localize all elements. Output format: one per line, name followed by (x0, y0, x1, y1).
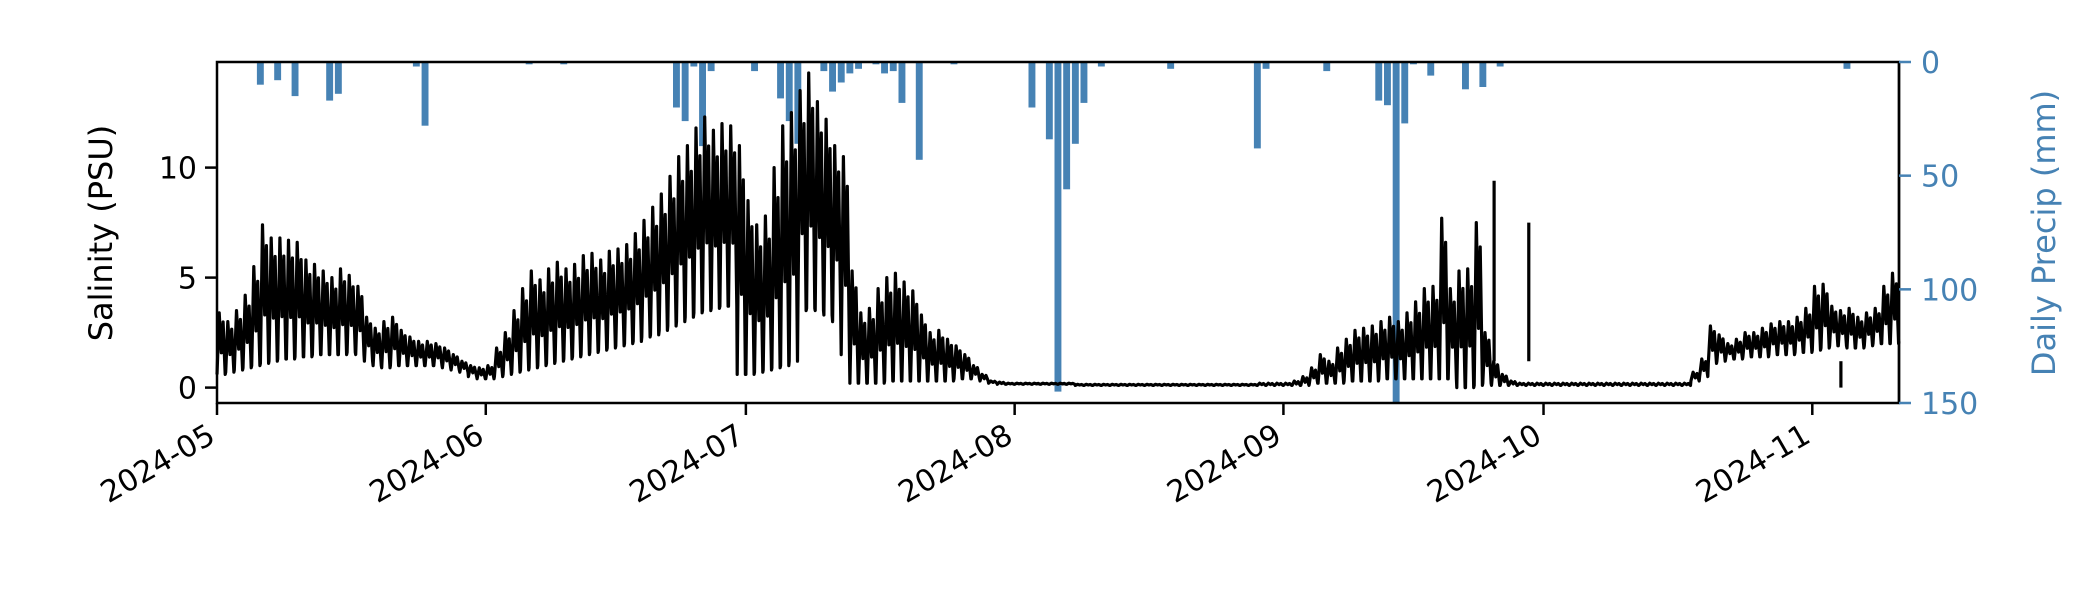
precip-bar (785, 62, 793, 122)
precip-bar (699, 62, 706, 147)
x-tick-label: 2024-05 (95, 418, 221, 511)
precip-bar (837, 62, 845, 83)
x-tick-label: 2024-08 (893, 418, 1019, 511)
x-tick-label: 2024-09 (1161, 418, 1287, 511)
salinity-line (215, 71, 1901, 390)
left-tick-label: 0 (178, 372, 197, 407)
precip-bar (274, 62, 282, 81)
x-axis: 2024-05 2024-06 2024-07 2024-08 2024-09 2024-… (95, 403, 1816, 511)
precip-bar (1479, 62, 1487, 87)
precip-bar (1262, 62, 1270, 69)
precip-bar (1427, 62, 1435, 76)
precip-bar (1392, 62, 1400, 403)
precip-bar (1028, 62, 1036, 108)
precip-bar (829, 62, 836, 92)
precip-bar (1071, 62, 1079, 144)
precip-bar (1097, 62, 1105, 67)
left-axis: 0 5 10 (159, 152, 217, 407)
right-axis-title: Daily Precip (mm) (2025, 90, 2063, 376)
precip-bars (256, 62, 1851, 403)
precip-bar (1496, 62, 1504, 67)
precip-bar (334, 62, 342, 94)
precip-bar (855, 62, 862, 69)
x-tick-label: 2024-07 (624, 418, 750, 511)
left-tick-label: 5 (178, 262, 197, 297)
right-tick-label: 100 (1921, 273, 1978, 308)
right-tick-label: 0 (1921, 46, 1940, 81)
x-tick-label: 2024-06 (364, 418, 490, 511)
precip-bar (777, 62, 784, 99)
precip-bar (707, 62, 715, 72)
precip-bar (690, 62, 698, 67)
precip-bar (1045, 62, 1053, 140)
precip-bar (1401, 62, 1409, 124)
right-tick-label: 50 (1921, 160, 1959, 195)
precip-bar (846, 62, 854, 74)
precip-bar (673, 62, 680, 108)
left-tick-label: 10 (159, 152, 197, 187)
left-axis-title: Salinity (PSU) (82, 125, 120, 342)
precip-bar (915, 62, 923, 160)
precip-bar (421, 62, 429, 126)
precip-bar (1384, 62, 1391, 106)
precip-bar (412, 62, 420, 67)
precip-bar (820, 62, 828, 72)
precip-bar (1375, 62, 1383, 101)
precip-bar (1054, 62, 1062, 392)
precip-bar (1323, 62, 1331, 72)
precip-bar (881, 62, 888, 74)
precip-bar (889, 62, 897, 72)
precip-bar (1063, 62, 1071, 190)
x-tick-label: 2024-10 (1421, 418, 1547, 511)
precip-bar (751, 62, 758, 72)
right-tick-label: 150 (1921, 387, 1978, 422)
right-axis: 0 50 100 150 (1897, 46, 1978, 422)
precip-bar (1253, 62, 1261, 149)
precip-bar (898, 62, 906, 103)
precip-bar (256, 62, 264, 85)
precip-bar (1843, 62, 1851, 69)
precip-bar (1167, 62, 1175, 69)
precip-bar (326, 62, 334, 101)
precip-bar (681, 62, 689, 122)
salinity-series (215, 71, 1901, 390)
precip-bar (1462, 62, 1469, 90)
precip-bar (794, 62, 802, 144)
precip-bar (1080, 62, 1088, 103)
x-tick-label: 2024-11 (1690, 418, 1816, 511)
precip-bar (291, 62, 299, 97)
